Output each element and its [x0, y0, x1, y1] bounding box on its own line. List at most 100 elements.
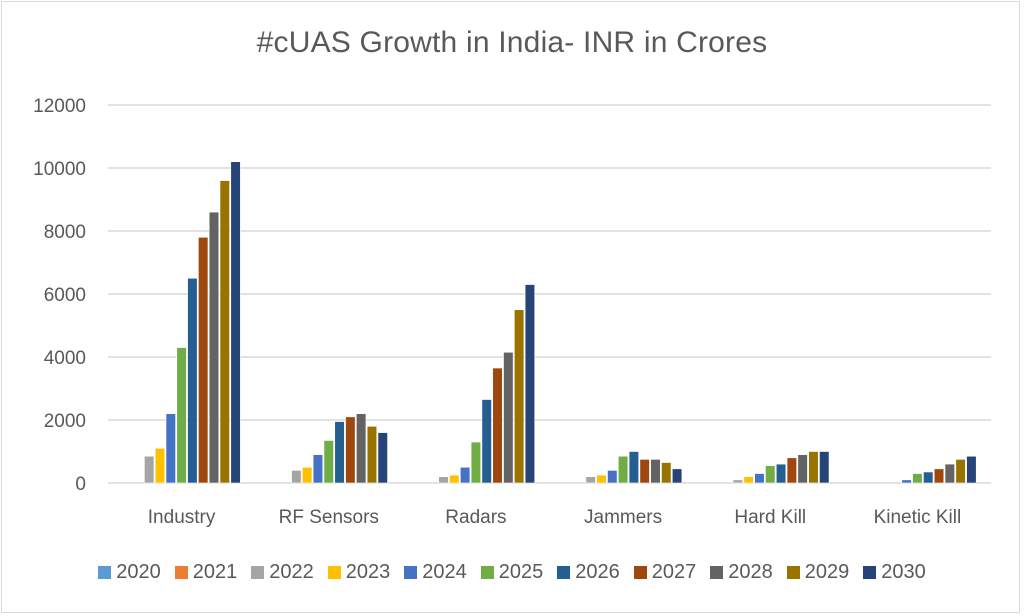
bar-2024 [901, 479, 912, 484]
legend-item-2020[interactable]: 2020 [98, 561, 161, 584]
legend-swatch [251, 566, 265, 579]
legend-item-2022[interactable]: 2022 [251, 561, 314, 584]
bar-2022 [585, 476, 596, 484]
legend-label: 2023 [345, 561, 391, 583]
bar-group-rf-sensors [291, 413, 388, 484]
legend-label: 2030 [881, 561, 926, 583]
bar-2030 [524, 284, 536, 484]
bar-group-radars [438, 284, 536, 484]
legend-swatch [404, 566, 418, 579]
legend-item-2029[interactable]: 2029 [786, 561, 850, 584]
legend-swatch [174, 566, 188, 579]
legend-swatch [863, 566, 877, 579]
bar-2029 [366, 425, 378, 484]
x-category-label: Jammers [584, 507, 662, 528]
y-tick-label: 2000 [44, 411, 86, 432]
bar-2023 [154, 448, 166, 484]
legend-item-2025[interactable]: 2025 [480, 561, 544, 584]
bar-2025 [765, 465, 776, 484]
legend-label: 2021 [192, 561, 238, 583]
legend-swatch [327, 566, 341, 579]
bar-2029 [955, 459, 966, 484]
bar-2027 [345, 416, 356, 484]
bar-2030 [230, 161, 241, 484]
legend-item-2021[interactable]: 2021 [174, 561, 238, 584]
bar-2030 [966, 455, 977, 484]
bar-2029 [661, 462, 672, 484]
legend-item-2030[interactable]: 2030 [863, 561, 926, 584]
legend-item-2027[interactable]: 2027 [633, 561, 697, 584]
y-tick-label: 8000 [44, 222, 86, 243]
bar-2023 [743, 476, 754, 484]
x-category-label: RF Sensors [279, 507, 379, 528]
legend-item-2028[interactable]: 2028 [710, 561, 773, 584]
legend-label: 2029 [804, 561, 850, 583]
gridlines [108, 104, 991, 484]
bar-2026 [775, 463, 787, 484]
bar-2022 [291, 470, 302, 484]
legend-label: 2020 [116, 561, 161, 583]
bar-2023 [449, 474, 460, 484]
bar-2024 [165, 413, 176, 484]
bar-2026 [334, 421, 345, 484]
bar-2024 [607, 470, 618, 484]
bar-2026 [628, 451, 639, 484]
legend-item-2026[interactable]: 2026 [557, 561, 620, 584]
bar-2028 [356, 413, 367, 484]
legend-label: 2026 [575, 561, 620, 583]
bar-2028 [944, 463, 955, 484]
x-category-label: Industry [148, 507, 216, 528]
legend-label: 2027 [651, 561, 697, 583]
legend-swatch [710, 566, 724, 579]
x-category-label: Radars [445, 507, 506, 528]
bar-2025 [912, 473, 923, 484]
bar-2025 [176, 347, 187, 484]
legend-item-2023[interactable]: 2023 [327, 561, 391, 584]
bar-2028 [503, 351, 514, 484]
legend-item-2024[interactable]: 2024 [404, 561, 467, 584]
bar-2028 [208, 211, 220, 484]
legend-label: 2025 [498, 561, 544, 583]
legend-label: 2022 [269, 561, 314, 583]
bar-group-kinetic-kill [901, 455, 977, 484]
bar-2029 [219, 180, 230, 484]
bar-2027 [639, 459, 650, 484]
bar-2023 [596, 474, 607, 484]
y-tick-label: 4000 [44, 348, 86, 369]
bars [144, 161, 977, 484]
bar-group-industry [144, 161, 241, 484]
bar-2029 [808, 451, 819, 484]
bar-2025 [470, 441, 482, 484]
bar-2030 [377, 432, 388, 484]
bar-2022 [438, 476, 449, 484]
bar-2026 [481, 399, 492, 484]
x-axis-category-labels: Industry RF Sensors Radars Jammers Hard Kill… [148, 507, 961, 528]
bar-2029 [514, 309, 525, 484]
y-tick-label: 0 [75, 474, 86, 495]
bar-2028 [797, 454, 808, 484]
legend-swatch [786, 566, 800, 579]
y-tick-label: 6000 [44, 285, 86, 306]
bar-2023 [302, 466, 313, 484]
bar-2027 [492, 367, 503, 484]
bar-2026 [187, 277, 198, 484]
bar-2030 [671, 468, 683, 484]
bar-2030 [819, 451, 830, 484]
bar-2022 [144, 455, 155, 484]
bar-2026 [923, 471, 934, 484]
legend: 2020 2021 2022 2023 2024 2025 2026 2027 2028 2029… [0, 561, 1024, 584]
y-axis-tick-labels: 0 2000 4000 6000 8000 10000 12000 [33, 96, 86, 495]
bar-2022 [732, 479, 743, 484]
x-category-label: Kinetic Kill [874, 507, 962, 528]
legend-label: 2024 [422, 561, 467, 583]
bar-2024 [460, 466, 471, 484]
y-tick-label: 10000 [33, 159, 86, 180]
bar-2027 [786, 457, 797, 484]
bar-2027 [933, 468, 945, 484]
x-category-label: Hard Kill [734, 507, 806, 528]
bar-2027 [198, 237, 209, 484]
bar-2024 [754, 473, 765, 484]
legend-label: 2028 [728, 561, 773, 583]
